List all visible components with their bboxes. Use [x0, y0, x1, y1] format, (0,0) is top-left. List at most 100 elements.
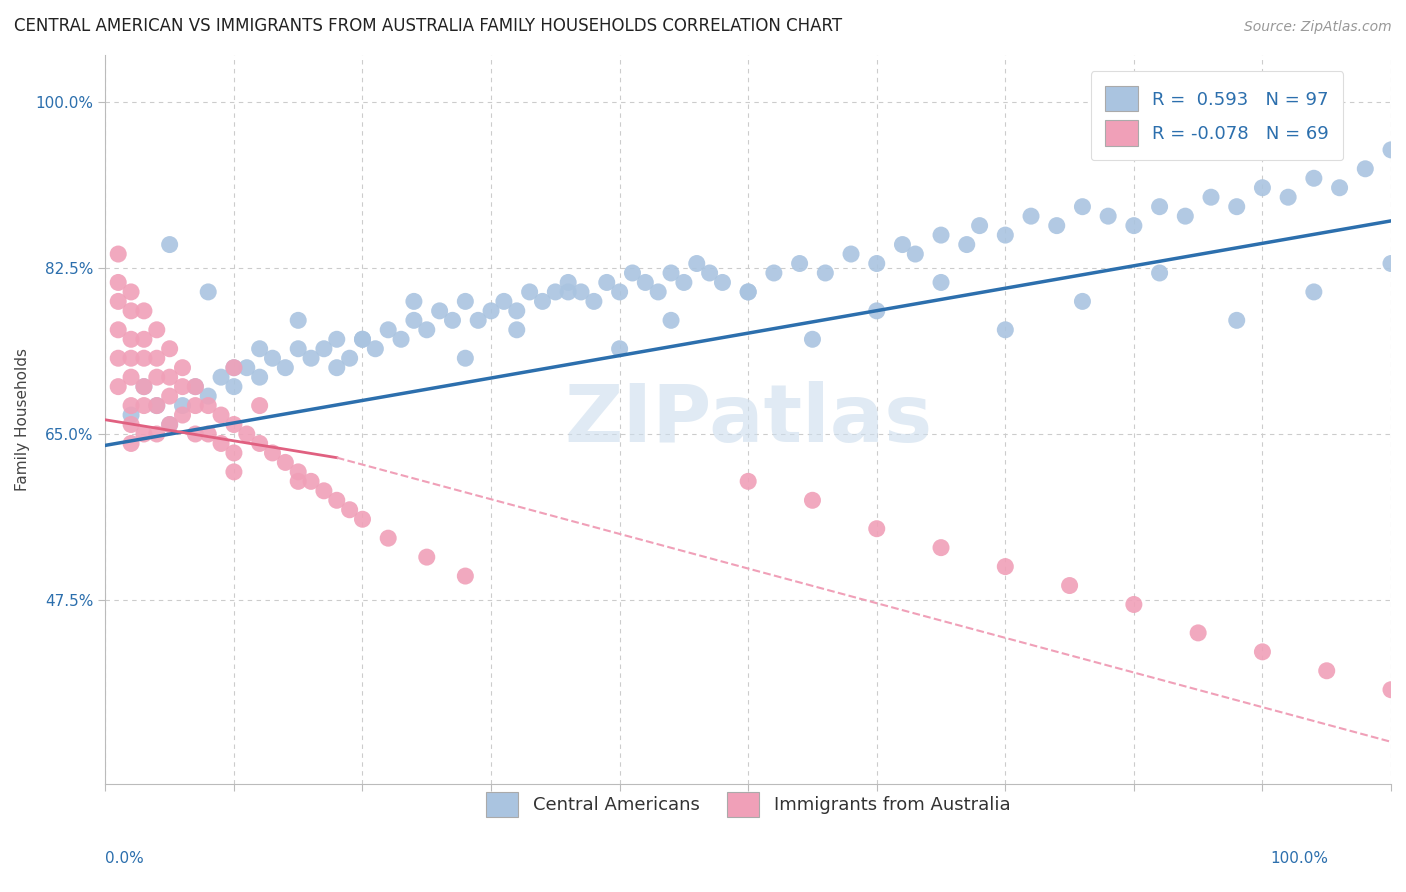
Point — [132, 379, 155, 393]
Point — [1379, 143, 1402, 157]
Point — [699, 266, 721, 280]
Point — [994, 228, 1017, 243]
Text: Source: ZipAtlas.com: Source: ZipAtlas.com — [1244, 21, 1392, 34]
Point — [120, 304, 142, 318]
Point — [929, 541, 952, 555]
Point — [467, 313, 489, 327]
Point — [866, 304, 889, 318]
Point — [236, 360, 259, 375]
Point — [377, 323, 399, 337]
Point — [132, 351, 155, 366]
Text: 100.0%: 100.0% — [1271, 852, 1329, 866]
Point — [672, 276, 695, 290]
Point — [1046, 219, 1069, 233]
Point — [1149, 266, 1171, 280]
Point — [1251, 180, 1274, 194]
Point — [416, 323, 439, 337]
Point — [441, 313, 464, 327]
Point — [120, 332, 142, 346]
Point — [596, 276, 619, 290]
Point — [159, 342, 181, 356]
Point — [506, 304, 529, 318]
Point — [531, 294, 554, 309]
Point — [159, 417, 181, 432]
Point — [1226, 313, 1249, 327]
Point — [120, 436, 142, 450]
Point — [762, 266, 785, 280]
Point — [1071, 294, 1094, 309]
Point — [569, 285, 592, 299]
Point — [312, 342, 335, 356]
Point — [120, 417, 142, 432]
Point — [1379, 256, 1402, 270]
Point — [1316, 664, 1339, 678]
Point — [1174, 209, 1197, 223]
Point — [120, 408, 142, 422]
Point — [956, 237, 979, 252]
Point — [839, 247, 862, 261]
Text: 0.0%: 0.0% — [105, 852, 145, 866]
Point — [1226, 200, 1249, 214]
Point — [222, 360, 245, 375]
Point — [737, 285, 759, 299]
Legend: Central Americans, Immigrants from Australia: Central Americans, Immigrants from Austr… — [477, 783, 1019, 827]
Point — [659, 266, 682, 280]
Point — [159, 417, 181, 432]
Point — [364, 342, 387, 356]
Point — [132, 304, 155, 318]
Point — [454, 351, 477, 366]
Point — [609, 285, 631, 299]
Point — [236, 427, 259, 442]
Point — [287, 465, 309, 479]
Point — [1059, 578, 1081, 592]
Point — [1149, 200, 1171, 214]
Point — [249, 399, 271, 413]
Point — [352, 332, 374, 346]
Point — [352, 332, 374, 346]
Point — [416, 550, 439, 565]
Point — [1379, 682, 1402, 697]
Point — [904, 247, 927, 261]
Point — [789, 256, 811, 270]
Point — [120, 285, 142, 299]
Point — [1199, 190, 1222, 204]
Y-axis label: Family Households: Family Households — [15, 348, 30, 491]
Point — [659, 313, 682, 327]
Point — [287, 342, 309, 356]
Point — [120, 399, 142, 413]
Point — [132, 427, 155, 442]
Point — [197, 389, 219, 403]
Point — [287, 475, 309, 489]
Point — [994, 559, 1017, 574]
Point — [132, 332, 155, 346]
Point — [377, 531, 399, 545]
Point — [184, 399, 207, 413]
Point — [609, 342, 631, 356]
Point — [402, 313, 425, 327]
Point — [634, 276, 657, 290]
Point — [1122, 219, 1144, 233]
Point — [222, 465, 245, 479]
Point — [1251, 645, 1274, 659]
Point — [557, 285, 579, 299]
Point — [891, 237, 914, 252]
Point — [1097, 209, 1119, 223]
Point — [197, 399, 219, 413]
Point — [172, 379, 194, 393]
Point — [146, 351, 169, 366]
Point — [326, 493, 349, 508]
Point — [866, 256, 889, 270]
Point — [146, 427, 169, 442]
Point — [159, 389, 181, 403]
Point — [402, 294, 425, 309]
Point — [107, 351, 129, 366]
Point — [737, 285, 759, 299]
Point — [326, 332, 349, 346]
Point — [1354, 161, 1376, 176]
Point — [621, 266, 644, 280]
Point — [197, 427, 219, 442]
Point — [159, 237, 181, 252]
Point — [929, 228, 952, 243]
Point — [454, 569, 477, 583]
Point — [146, 323, 169, 337]
